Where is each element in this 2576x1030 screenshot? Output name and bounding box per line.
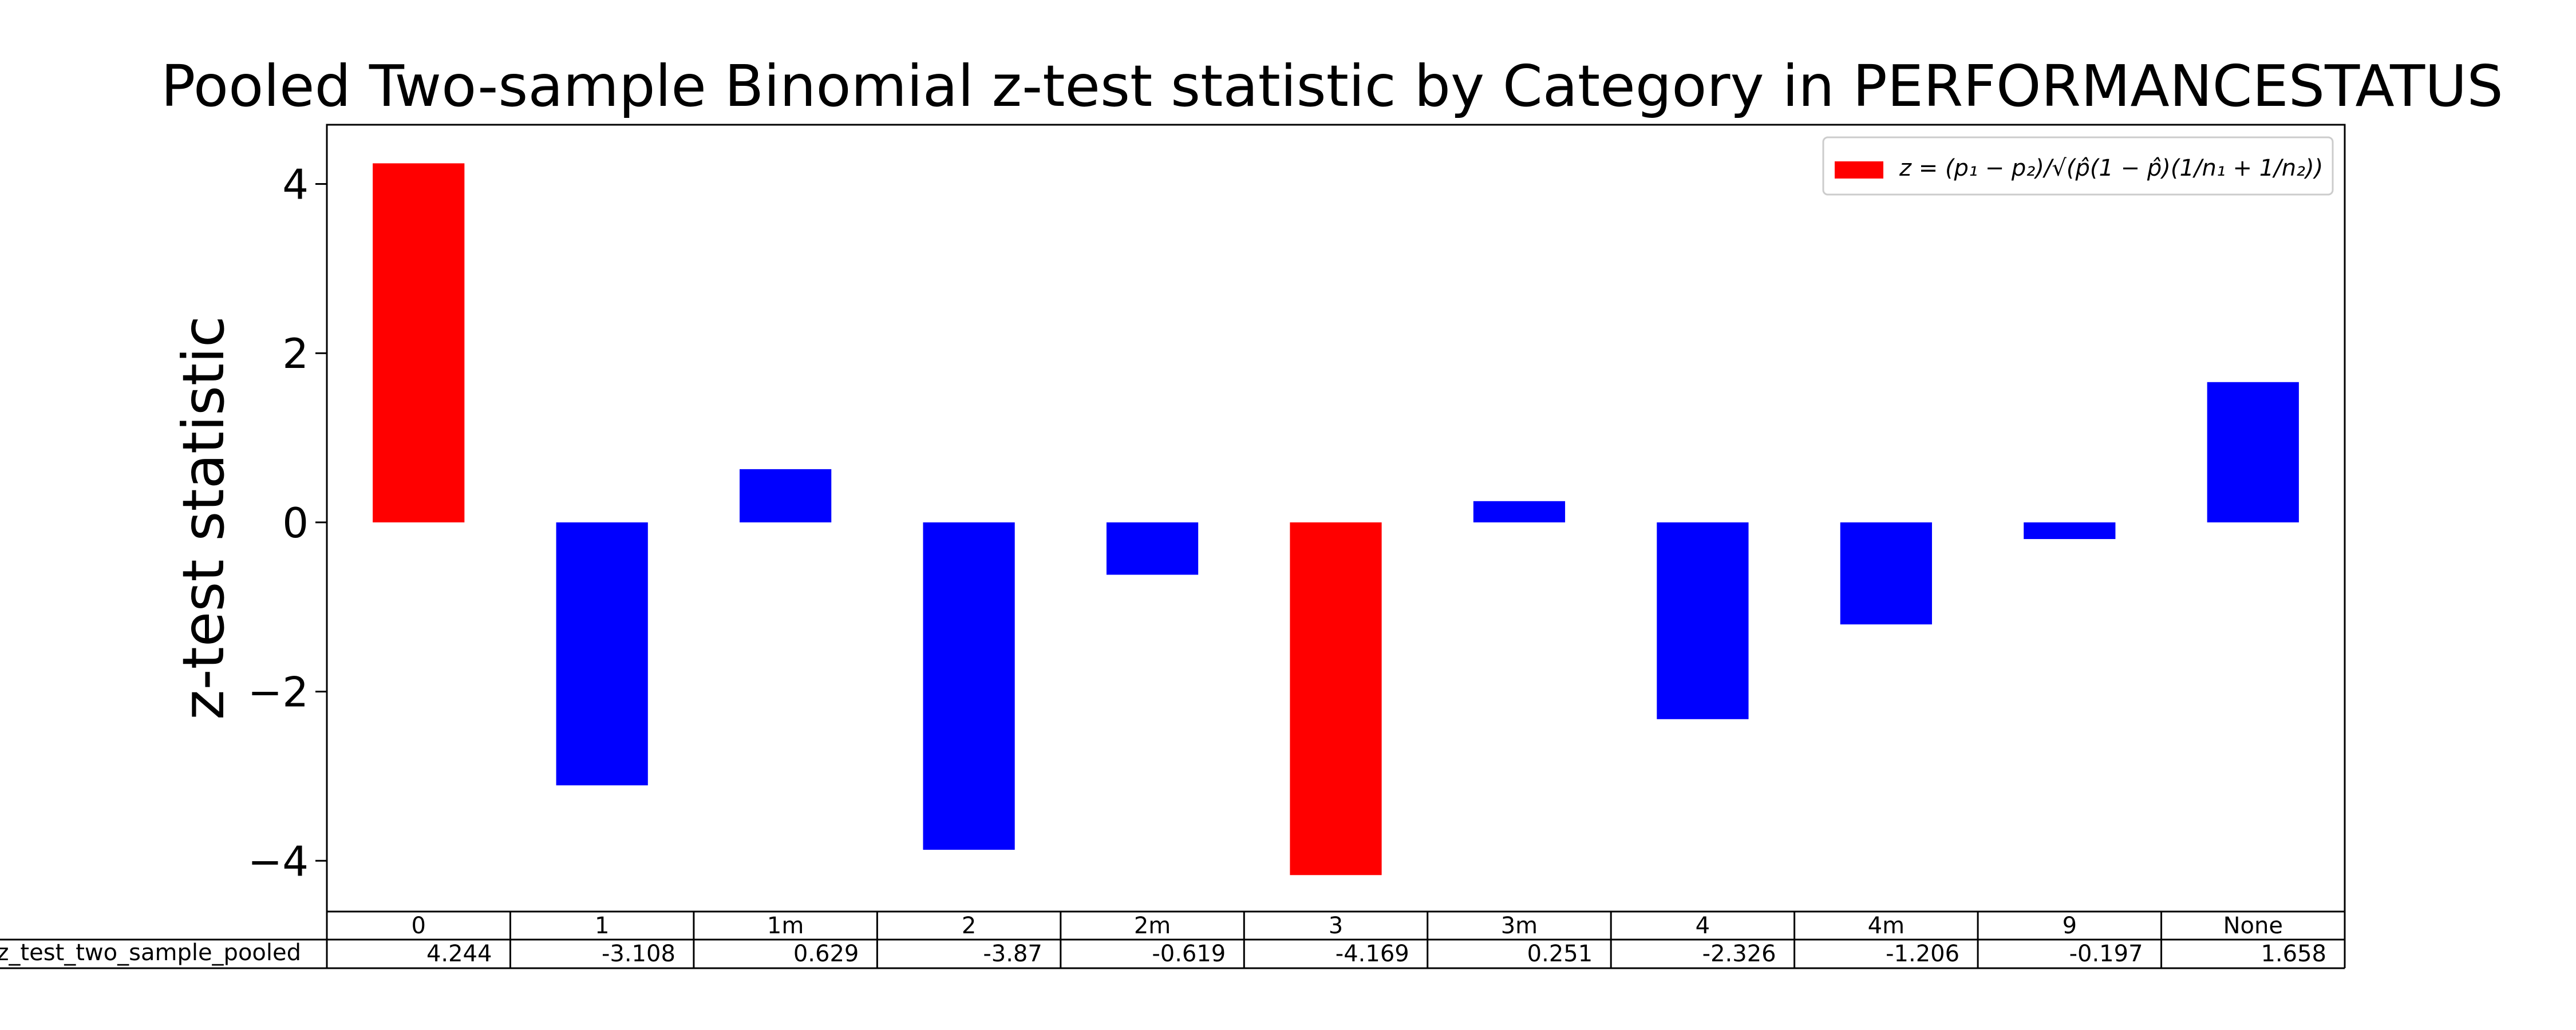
table-value-cell: -1.206 (1886, 941, 1959, 967)
bar-0 (373, 163, 465, 522)
bar-1m (740, 469, 832, 522)
chart-title: Pooled Two-sample Binomial z-test statis… (161, 53, 2503, 120)
table-value-cell: -2.326 (1702, 941, 1776, 967)
table-header-cell: 2m (1134, 913, 1171, 939)
bar-4 (1657, 522, 1749, 719)
bar-2m (1106, 522, 1199, 575)
y-tick-label: −4 (248, 837, 309, 885)
table-value-cell: -3.108 (602, 941, 675, 967)
table-header-cell: 9 (2063, 913, 2077, 939)
bar-2 (923, 522, 1015, 850)
y-tick-label: 2 (282, 330, 309, 378)
y-tick-label: −2 (248, 668, 309, 716)
table-header-cell: 2 (962, 913, 976, 939)
table-value-cell: -3.87 (983, 941, 1042, 967)
y-tick-label: 4 (282, 160, 309, 208)
table-value-cell: -0.619 (1152, 941, 1226, 967)
bars-group (373, 163, 2299, 876)
bar-3m (1473, 501, 1566, 522)
bar-1 (556, 522, 648, 786)
table-header-cell: 4 (1696, 913, 1710, 939)
bar-4m (1840, 522, 1932, 625)
table-header-cell: None (2223, 913, 2283, 939)
y-tick-label: 0 (282, 499, 309, 547)
table-value-cell: 4.244 (426, 941, 492, 967)
table-value-cell: -0.197 (2069, 941, 2143, 967)
legend-label: z = (p₁ − p₂)/√(p̂(1 − p̂)(1/n₁ + 1/n₂)) (1899, 155, 2323, 181)
table-header-cell: 3 (1329, 913, 1343, 939)
table-header-cell: 3m (1501, 913, 1538, 939)
table-row-label: z_test_two_sample_pooled (0, 940, 301, 966)
y-axis-label: z-test statistic (170, 316, 237, 720)
bar-None (2207, 382, 2299, 522)
table-value-cell: 1.658 (2261, 941, 2326, 967)
legend-swatch (1835, 161, 1883, 179)
legend-box (1822, 136, 2334, 196)
table-value-cell: 0.629 (793, 941, 859, 967)
plot-frame (326, 124, 2346, 913)
data-table: 0 1 1m 2 2m 3 3m 4 4m 9 None 4.244 -3.108 0.629 -3.87 -… (0, 912, 2346, 969)
table-value-cell: -4.169 (1336, 941, 1409, 967)
table-header-cell: 0 (412, 913, 426, 939)
table-header-cell: 4m (1868, 913, 1905, 939)
legend: z = (p₁ − p₂)/√(p̂(1 − p̂)(1/n₁ + 1/n₂)) (1822, 136, 2334, 196)
bar-3 (1290, 522, 1382, 876)
table-value-cell: 0.251 (1527, 941, 1593, 967)
table-header-cell: 1 (595, 913, 609, 939)
bar-9 (2024, 522, 2116, 540)
y-axis: 4 2 0 −2 −4 (248, 160, 327, 885)
table-header-cell: 1m (767, 913, 804, 939)
